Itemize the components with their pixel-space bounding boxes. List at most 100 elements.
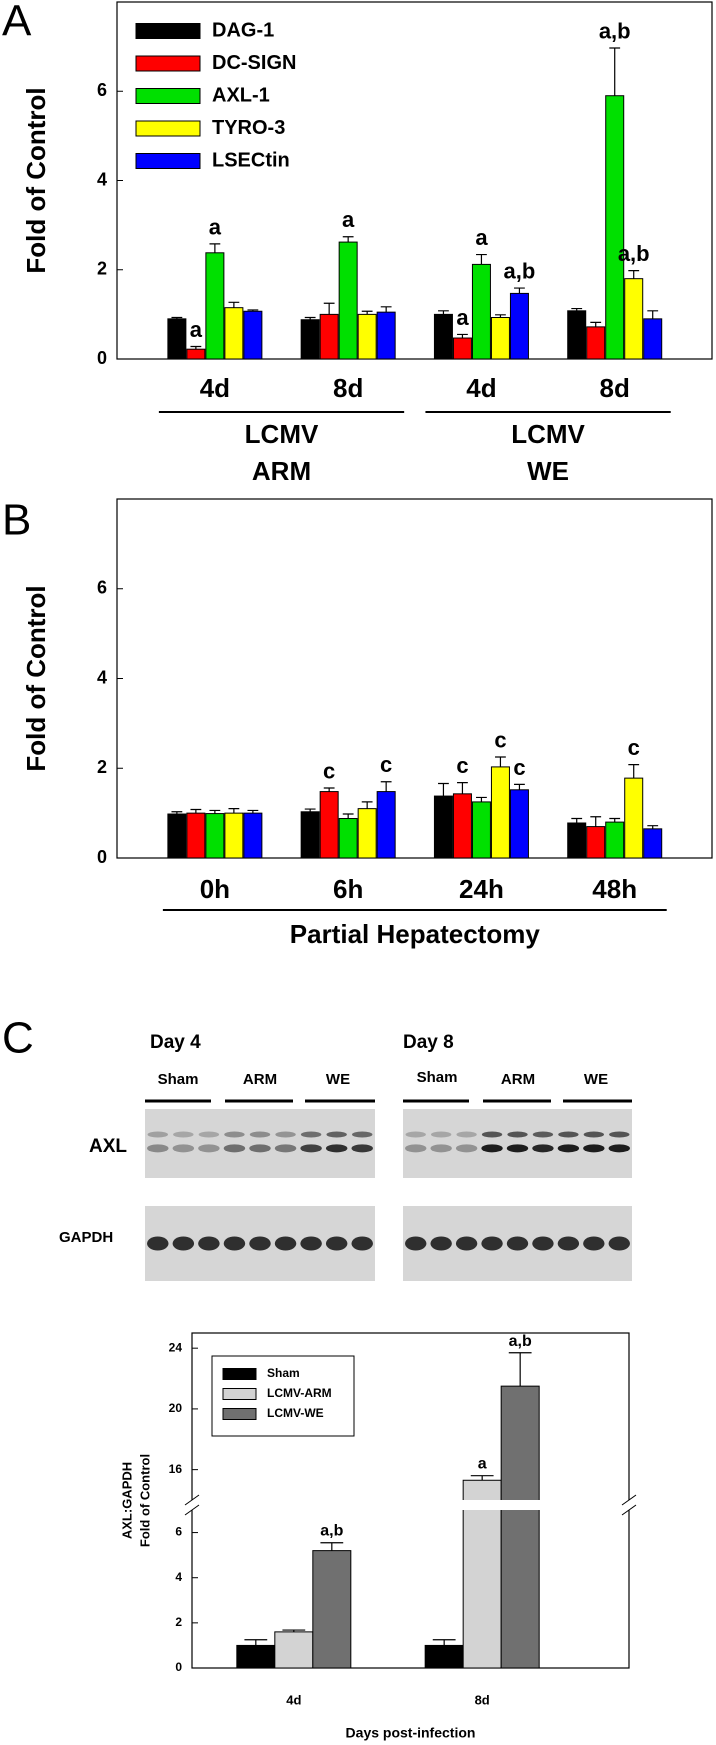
x-tick-label: 4d [466,373,496,403]
significance-label: c [380,752,392,777]
error-bar [380,781,392,792]
blot-band [608,1144,630,1153]
bar [433,313,453,360]
bar [433,795,453,859]
error-bar [457,782,468,794]
y-axis-title: Fold of Control [137,1454,152,1547]
bar [243,310,263,360]
blot-band [557,1236,580,1251]
blot-band [249,1131,271,1138]
error-bar [514,783,525,790]
significance-label: c [513,755,525,780]
x-tick-label: 8d [600,373,630,403]
blot-band [455,1236,478,1251]
legend-label: Sham [267,1366,300,1380]
legend-swatch [222,1368,257,1380]
y-axis-title: AXL:GAPDH [119,1462,134,1539]
error-bar [628,764,640,779]
y-tick-label: 0 [175,1660,182,1674]
blot-band [147,1144,169,1153]
group-label: WE [527,456,569,486]
blot-band [223,1236,246,1251]
bar [236,1644,276,1669]
y-tick-label: 4 [175,1570,182,1584]
x-tick-label: 4d [286,1692,301,1707]
y-tick-label: 0 [97,348,107,368]
x-tick-label: 24h [459,874,504,904]
error-bar [380,306,392,313]
lane-label: ARM [501,1071,535,1088]
bar [319,313,339,360]
significance-label: a [209,214,222,239]
bar [376,311,396,360]
blot-band [351,1144,373,1153]
lane-label: ARM [243,1071,277,1088]
error-bar [476,253,487,265]
error-bar [323,302,335,315]
legend-label: LSECtin [212,149,290,171]
blot-row-label: GAPDH [59,1229,113,1246]
blot-band [352,1131,373,1138]
plot-frame [116,498,713,859]
blot-band [557,1144,580,1153]
bar [490,766,510,859]
significance-label: c [628,735,640,760]
blot-band [325,1236,348,1251]
bar [186,348,206,360]
y-tick-label: 6 [97,80,107,100]
error-bar [514,287,525,294]
error-bar [228,301,240,308]
blot-band [224,1131,245,1138]
blot-band [583,1144,605,1153]
legend-swatch [222,1388,257,1400]
error-bar [171,316,183,319]
error-bar [209,809,221,814]
bar [471,263,491,360]
significance-label: a [475,225,488,250]
blot-band [147,1236,169,1251]
bar [243,812,263,859]
blot-band [481,1236,503,1251]
blot-band [532,1131,554,1138]
bar [605,95,625,360]
significance-label: c [494,727,506,752]
error-bar [571,307,583,311]
legend-label: DAG-1 [212,19,274,41]
break-mark [621,1494,637,1506]
panel-label: A [2,0,32,46]
bar [490,316,510,360]
significance-label: a,b [618,241,650,266]
y-tick-label: 4 [97,169,107,189]
bar [376,791,396,859]
break-mark [184,1504,200,1516]
bar [274,1631,314,1669]
blot-band [223,1144,246,1153]
group-label: LCMV [245,419,319,449]
significance-label: c [323,758,335,783]
lane-label: Sham [417,1069,458,1086]
legend-swatch [135,153,201,169]
blot-band [405,1236,427,1251]
bar [624,278,644,360]
error-bar [190,345,202,350]
x-tick-label: 6h [333,874,363,904]
blot-band [405,1144,427,1153]
error-bar [282,1629,306,1632]
legend-label: LCMV-WE [267,1406,324,1420]
bar [471,801,491,859]
y-tick-label: 20 [169,1401,183,1415]
blot-band [506,1144,529,1153]
blot-band [249,1144,271,1153]
error-bar [361,310,373,315]
error-bar [470,1475,494,1481]
error-bar [244,1639,268,1646]
error-bar [304,316,316,320]
bar [509,292,529,360]
bar [643,828,663,859]
lane-label: Sham [158,1071,199,1088]
bar [338,818,358,859]
lane-label: WE [326,1071,350,1088]
legend-label: AXL-1 [212,84,270,106]
blot-band [274,1144,297,1153]
